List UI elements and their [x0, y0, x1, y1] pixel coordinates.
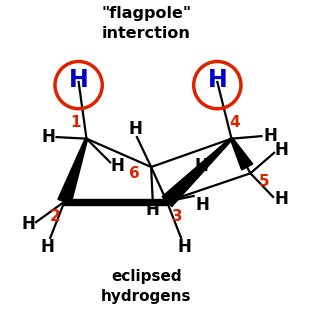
Polygon shape	[162, 138, 232, 207]
Text: H: H	[275, 190, 289, 208]
Text: H: H	[69, 68, 88, 93]
Text: H: H	[263, 127, 277, 145]
Text: 1: 1	[70, 115, 81, 130]
Text: H: H	[195, 157, 209, 175]
Text: H: H	[40, 238, 54, 256]
Text: 4: 4	[229, 115, 240, 130]
Text: 6: 6	[129, 166, 140, 181]
Text: 5: 5	[258, 174, 269, 189]
Text: H: H	[275, 141, 289, 159]
Polygon shape	[231, 138, 253, 170]
Text: H: H	[128, 120, 142, 138]
Text: H: H	[178, 238, 192, 256]
Text: 2: 2	[50, 209, 60, 224]
Text: H: H	[41, 128, 55, 146]
Text: H: H	[146, 201, 160, 218]
Text: H: H	[207, 68, 227, 93]
Text: H: H	[21, 215, 35, 233]
Polygon shape	[58, 138, 88, 204]
Polygon shape	[65, 198, 167, 205]
Text: "flagpole"
interction: "flagpole" interction	[101, 6, 191, 41]
Text: H: H	[195, 196, 209, 214]
Text: 3: 3	[172, 209, 182, 224]
Text: H: H	[110, 157, 124, 175]
Text: eclipsed
hydrogens: eclipsed hydrogens	[101, 269, 192, 304]
